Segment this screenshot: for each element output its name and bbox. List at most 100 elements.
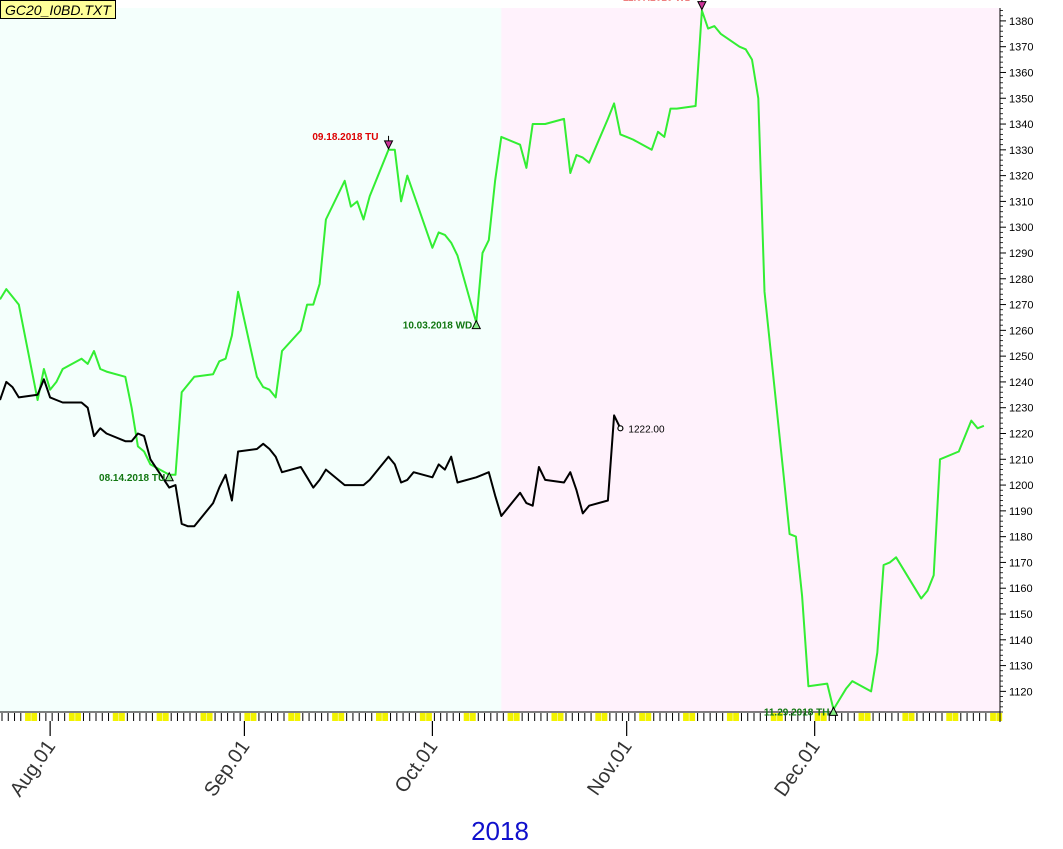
weekend-tick <box>996 713 1003 721</box>
y-tick-label: 1310 <box>1009 196 1033 208</box>
plot-background <box>0 8 1000 712</box>
weekend-tick <box>419 713 426 721</box>
weekend-tick <box>864 713 871 721</box>
weekend-tick <box>902 713 909 721</box>
y-tick-label: 1190 <box>1009 506 1033 518</box>
weekend-tick <box>908 713 915 721</box>
weekend-tick <box>557 713 564 721</box>
y-tick-label: 1240 <box>1009 377 1033 389</box>
y-tick-label: 1300 <box>1009 222 1033 234</box>
weekend-tick <box>507 713 514 721</box>
y-tick-label: 1290 <box>1009 248 1033 260</box>
x-axis-year-label: 2018 <box>471 816 529 846</box>
x-tick-label: Sep.01 <box>200 736 254 801</box>
weekend-tick <box>777 713 783 721</box>
y-tick-label: 1330 <box>1009 145 1033 157</box>
plot-background-right <box>501 8 1000 712</box>
bottom-marker-arrow <box>828 706 839 716</box>
weekend-tick <box>551 713 558 721</box>
weekend-tick <box>601 713 608 721</box>
bottom-marker-label: 11.29.2018 TH <box>764 707 830 718</box>
y-tick-label: 1220 <box>1009 428 1033 440</box>
y-tick-label: 1180 <box>1009 532 1033 544</box>
series-line-price <box>0 378 622 528</box>
y-tick-label: 1350 <box>1009 93 1033 105</box>
weekend-tick <box>119 713 125 721</box>
series-line-forecast <box>0 9 985 711</box>
weekend-tick <box>250 713 257 721</box>
bottom-marker-label: 08.14.2018 TU <box>99 473 165 484</box>
plot-background-left <box>0 8 502 712</box>
last-price-label: 1222.00 <box>628 424 665 435</box>
weekend-tick <box>683 713 689 721</box>
y-tick-label: 1320 <box>1009 171 1033 183</box>
x-tick-label: Dec.01 <box>770 736 824 801</box>
x-tick-label: Aug.01 <box>6 736 60 801</box>
weekend-tick <box>382 713 389 721</box>
weekend-tick <box>31 713 38 721</box>
weekend-tick <box>338 713 345 721</box>
weekend-tick <box>645 713 652 721</box>
y-tick-label: 1360 <box>1009 67 1033 79</box>
weekend-tick <box>726 713 733 721</box>
annotations: 09.18.2018 TU 11.07.2018 WD 10.03.2018 WD 0… <box>99 0 839 718</box>
y-tick-label: 1380 <box>1009 16 1033 28</box>
y-axis: 1120 1130 1140 1150 1160 1170 1180 1190 1200 1210… <box>999 8 1033 722</box>
y-tick-label: 1200 <box>1009 480 1033 492</box>
weekend-tick <box>595 713 602 721</box>
weekend-tick <box>244 713 251 721</box>
y-tick-label: 1120 <box>1009 686 1033 698</box>
bottom-marker-arrow <box>164 471 175 482</box>
weekend-tick <box>376 713 382 721</box>
top-marker-label: 11.07.2018 WD <box>623 0 692 4</box>
weekend-tick <box>733 713 739 721</box>
weekend-tick <box>68 713 75 721</box>
weekend-tick <box>332 713 338 721</box>
weekend-tick <box>639 713 645 721</box>
weekend-tick <box>206 713 213 721</box>
weekend-tick <box>463 713 470 721</box>
y-tick-label: 1130 <box>1009 661 1033 673</box>
weekend-tick <box>426 713 432 721</box>
weekend-tick <box>156 713 163 721</box>
weekend-tick <box>952 713 959 721</box>
x-tick-label: Nov.01 <box>583 736 637 799</box>
x-axis: Aug.01 Sep.01 Oct.01 Nov.01 Dec.01 <box>6 721 825 801</box>
y-tick-label: 1260 <box>1009 325 1033 337</box>
y-tick-label: 1280 <box>1009 274 1033 286</box>
day-ticks <box>0 711 1003 721</box>
last-price-dot <box>617 425 624 432</box>
y-tick-label: 1210 <box>1009 454 1033 466</box>
weekend-tick <box>162 713 169 721</box>
top-marker-label: 09.18.2018 TU <box>312 132 378 143</box>
y-tick-label: 1340 <box>1009 119 1033 131</box>
weekend-tick <box>25 713 31 721</box>
series-lines: 1222.00 <box>0 9 985 711</box>
weekend-tick <box>513 713 520 721</box>
y-tick-label: 1140 <box>1009 635 1033 647</box>
y-tick-label: 1160 <box>1009 583 1033 595</box>
weekend-tick <box>288 713 295 721</box>
weekend-tick <box>820 713 827 721</box>
weekend-tick <box>75 713 81 721</box>
weekend-tick <box>946 713 953 721</box>
weekend-tick <box>200 713 207 721</box>
y-tick-label: 1170 <box>1009 557 1033 569</box>
bottom-marker-label: 10.03.2018 WD <box>403 321 473 332</box>
bottom-marker-arrow <box>471 319 482 330</box>
weekend-tick <box>470 713 476 721</box>
weekend-tick <box>814 713 821 721</box>
y-tick-label: 1150 <box>1009 609 1033 621</box>
weekend-tick <box>858 713 865 721</box>
x-tick-label: Oct.01 <box>391 736 443 797</box>
y-tick-label: 1270 <box>1009 300 1033 312</box>
weekend-tick <box>689 713 696 721</box>
weekend-tick <box>990 713 996 721</box>
weekend-tick <box>112 713 119 721</box>
file-label: GC20_I0BD.TXT <box>0 0 116 19</box>
y-tick-label: 1250 <box>1009 351 1033 363</box>
y-tick-label: 1230 <box>1009 403 1033 415</box>
weekend-tick <box>770 713 777 721</box>
y-tick-label: 1370 <box>1009 42 1033 54</box>
